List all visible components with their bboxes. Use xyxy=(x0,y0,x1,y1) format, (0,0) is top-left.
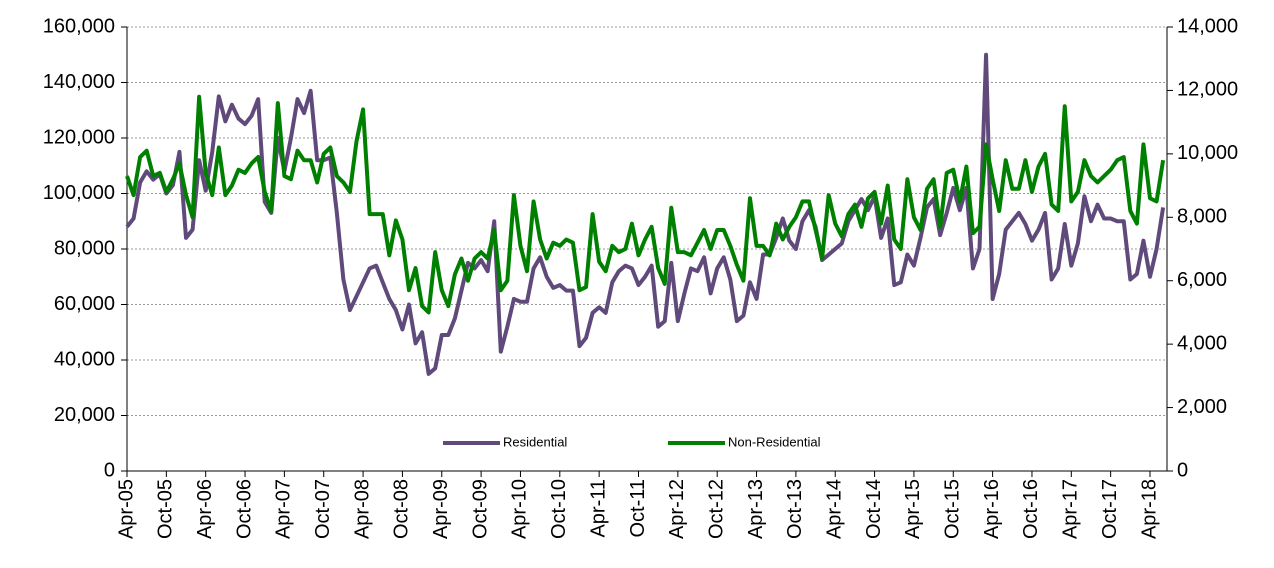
x-tick-label: Apr-11 xyxy=(587,479,609,538)
x-tick-label: Oct-12 xyxy=(705,479,727,539)
x-tick-label: Apr-13 xyxy=(745,479,767,539)
legend-label: Residential xyxy=(503,434,567,449)
x-tick-label: Oct-09 xyxy=(469,479,491,539)
x-tick-label: Apr-10 xyxy=(509,479,531,539)
y-tick-label: 140,000 xyxy=(43,71,115,93)
x-tick-label: Apr-17 xyxy=(1060,479,1082,539)
x-tick-label: Apr-08 xyxy=(351,479,373,539)
y-tick-label: 60,000 xyxy=(54,293,115,315)
x-tick-label: Oct-14 xyxy=(863,479,885,539)
y2-tick-label: 6,000 xyxy=(1177,269,1227,291)
legend-label: Non-Residential xyxy=(728,434,821,449)
y2-tick-label: 14,000 xyxy=(1177,15,1238,37)
y2-tick-label: 0 xyxy=(1177,459,1188,481)
x-tick-label: Apr-16 xyxy=(981,479,1003,539)
y2-tick-label: 2,000 xyxy=(1177,396,1227,418)
y2-tick-label: 4,000 xyxy=(1177,332,1227,354)
x-tick-label: Apr-14 xyxy=(824,479,846,539)
y-tick-label: 100,000 xyxy=(43,182,115,204)
y2-tick-label: 10,000 xyxy=(1177,142,1238,164)
x-tick-label: Oct-10 xyxy=(548,479,570,539)
x-tick-label: Oct-08 xyxy=(391,479,413,539)
x-tick-label: Oct-13 xyxy=(784,479,806,539)
x-tick-label: Apr-15 xyxy=(902,479,924,539)
x-tick-label: Oct-15 xyxy=(942,479,964,539)
series-line xyxy=(125,94,1166,315)
x-tick-label: Oct-17 xyxy=(1099,479,1121,539)
x-tick-label: Oct-05 xyxy=(155,479,177,539)
y-tick-label: 160,000 xyxy=(43,15,115,37)
x-tick-label: Oct-11 xyxy=(627,479,649,538)
y2-tick-label: 8,000 xyxy=(1177,206,1227,228)
y-tick-label: 40,000 xyxy=(54,348,115,370)
y-tick-label: 0 xyxy=(104,459,115,481)
y-tick-label: 120,000 xyxy=(43,126,115,148)
x-tick-label: Apr-09 xyxy=(430,479,452,539)
x-tick-label: Oct-06 xyxy=(233,479,255,539)
x-tick-label: Apr-06 xyxy=(194,479,216,539)
x-tick-label: Apr-18 xyxy=(1138,479,1160,539)
x-tick-label: Oct-16 xyxy=(1020,479,1042,539)
y-tick-label: 20,000 xyxy=(54,404,115,426)
x-tick-label: Apr-12 xyxy=(666,479,688,539)
y-tick-label: 80,000 xyxy=(54,237,115,259)
y2-tick-label: 12,000 xyxy=(1177,79,1238,101)
series-line xyxy=(125,52,1166,376)
x-tick-label: Apr-07 xyxy=(273,479,295,539)
x-tick-label: Oct-07 xyxy=(312,479,334,539)
x-tick-label: Apr-05 xyxy=(115,479,137,539)
